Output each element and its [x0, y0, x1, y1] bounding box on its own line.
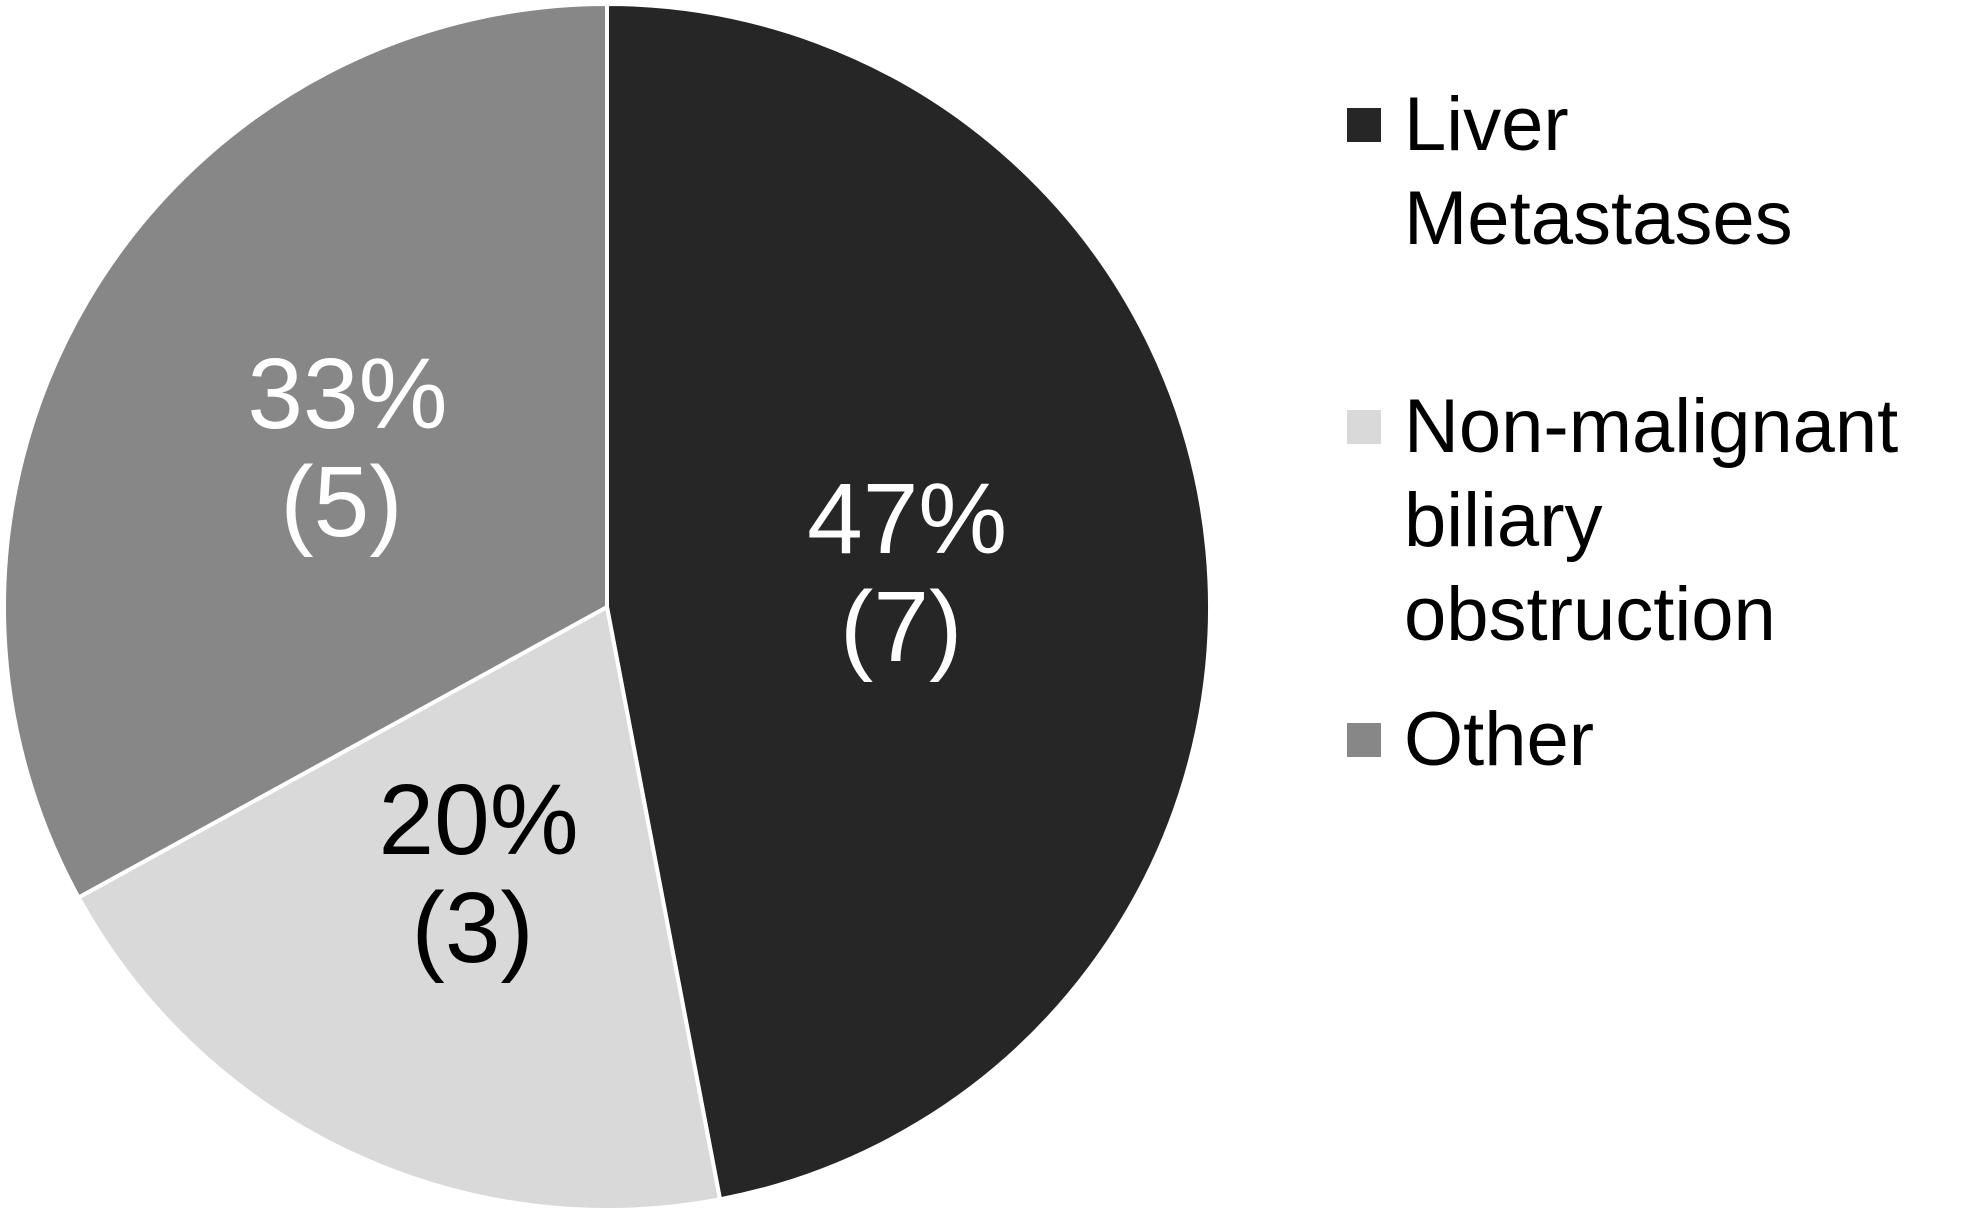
- legend-label: Other: [1404, 697, 1595, 782]
- value-label: 47%: [807, 463, 1007, 575]
- legend-label: Liver Metastases: [1404, 82, 1793, 261]
- count-label: (7): [840, 571, 962, 683]
- pie-slice: [75, 603, 723, 1212]
- legend-swatch: [1347, 108, 1381, 142]
- value-label: 20%: [379, 764, 579, 876]
- legend-label: Non-malignant biliary obstruction: [1404, 384, 1899, 657]
- value-label: 33%: [247, 338, 447, 450]
- legend-swatch: [1347, 723, 1381, 757]
- pie-slice: [2, 1, 609, 901]
- pie-area: 47%(7) 20%(3) 33%(5): [2, 1, 1212, 1212]
- count-label: (3): [412, 872, 534, 984]
- count-label: (5): [280, 446, 402, 558]
- legend-swatch: [1347, 410, 1381, 444]
- pie-slice: [605, 1, 1212, 1202]
